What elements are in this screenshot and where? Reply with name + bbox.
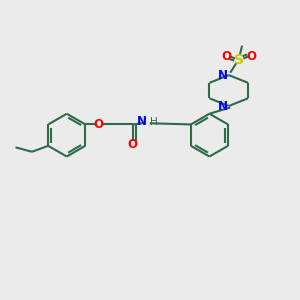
- Text: O: O: [94, 118, 104, 131]
- Text: O: O: [222, 50, 232, 63]
- Text: S: S: [234, 52, 244, 67]
- Text: N: N: [218, 69, 228, 82]
- Text: O: O: [128, 138, 138, 151]
- Text: H: H: [150, 117, 158, 127]
- Text: N: N: [137, 115, 147, 128]
- Text: O: O: [247, 50, 256, 63]
- Text: N: N: [218, 100, 228, 112]
